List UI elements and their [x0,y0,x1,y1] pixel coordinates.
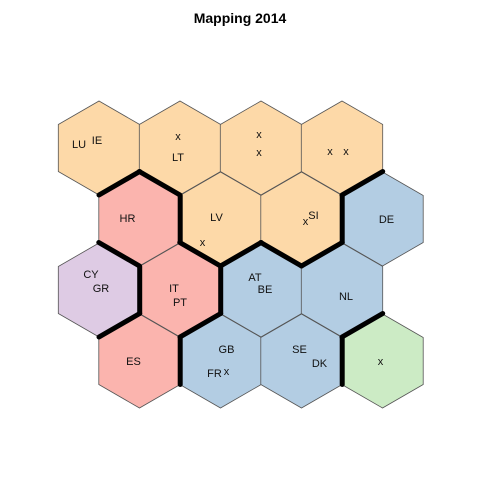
cluster-boundary [96,311,143,340]
cluster-boundary [339,311,386,340]
hex-label: GB [219,344,235,356]
hex-label: PT [173,297,187,309]
hex-label: LU [72,139,86,151]
hex-label: SE [292,344,307,356]
hex-label: DE [379,214,394,226]
hex-label: x [303,216,309,228]
hex-label: x [256,129,262,141]
cluster-boundary [258,240,304,269]
cluster-boundary [218,240,264,269]
hex-label: FR [207,368,222,380]
hex-label: LT [172,152,184,164]
hex-label: x [378,356,384,368]
hex-label: GR [93,283,110,295]
hex-label: x [343,146,349,158]
chart-title: Mapping 2014 [193,10,287,26]
hex-label: BE [258,284,273,296]
hex-label: x [175,131,181,143]
cluster-boundary [299,240,345,269]
cluster-boundary [177,311,224,340]
hex-label: SI [308,210,318,222]
hex-label: IE [92,135,102,147]
hex-label: CY [83,269,99,281]
hex-label: AT [248,272,262,284]
cluster-boundary [96,240,142,269]
cluster-boundary [96,169,143,198]
hex-label: ES [126,356,141,368]
hex-label: x [200,237,206,249]
hex-label: x [256,147,262,159]
hex-label: HR [120,213,136,225]
hex-label: x [224,366,230,378]
hex-label: NL [339,291,353,303]
cluster-boundary [136,169,183,198]
cluster-boundary [339,169,386,198]
hex-label: IT [169,283,179,295]
hex-label: LV [210,212,223,224]
hex-label: x [327,146,333,158]
hex-label: DK [312,358,328,370]
cluster-boundary [177,240,223,269]
